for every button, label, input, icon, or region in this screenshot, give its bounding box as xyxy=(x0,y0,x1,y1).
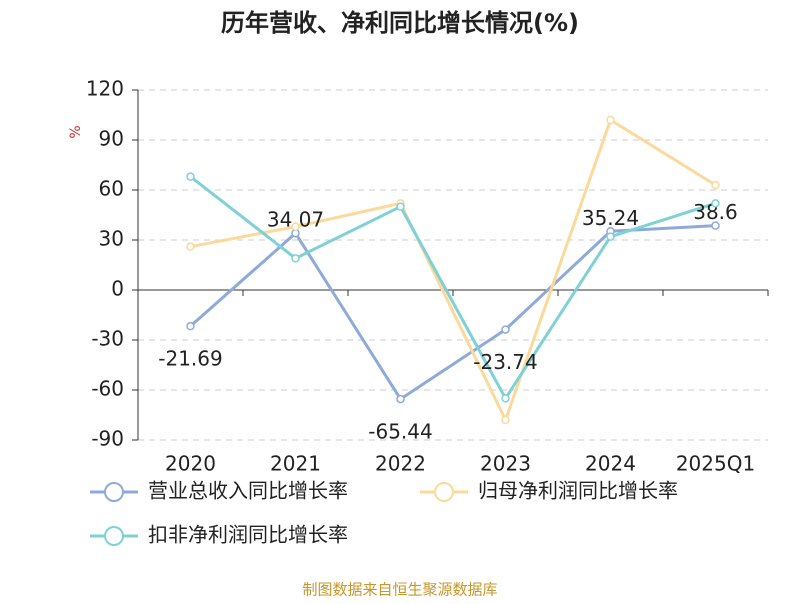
legend-marker xyxy=(104,482,124,502)
point xyxy=(396,202,405,211)
x-tick-label: 2022 xyxy=(375,452,426,476)
y-tick-label: -90 xyxy=(91,427,124,451)
y-axis-label: % xyxy=(68,125,84,138)
legend-label: 扣非净利润同比增长率 xyxy=(148,523,348,547)
legend-label: 归母净利润同比增长率 xyxy=(478,479,678,503)
y-tick-label: -60 xyxy=(91,377,124,401)
point xyxy=(501,325,510,334)
point xyxy=(186,172,195,181)
x-tick-label: 2020 xyxy=(165,452,216,476)
point xyxy=(606,115,615,125)
point xyxy=(291,222,300,231)
y-tick-label: -30 xyxy=(91,327,124,351)
point xyxy=(186,242,195,251)
x-tick-label: 2023 xyxy=(480,452,531,476)
point xyxy=(291,254,300,263)
y-tick-label: 30 xyxy=(99,227,124,251)
x-tick-label: 2024 xyxy=(585,452,636,476)
data-label: -23.74 xyxy=(473,350,537,374)
legend-label: 营业总收入同比增长率 xyxy=(148,479,348,503)
point xyxy=(501,415,510,425)
data-label: -21.69 xyxy=(158,347,222,371)
legend-marker xyxy=(434,482,454,502)
point xyxy=(186,321,195,331)
point xyxy=(396,394,405,404)
point xyxy=(501,394,510,403)
y-tick-label: 120 xyxy=(86,77,124,101)
x-tick-label: 2025Q1 xyxy=(676,452,755,476)
point xyxy=(711,199,720,208)
source-note: 制图数据来自恒生聚源数据库 xyxy=(302,581,497,599)
y-tick-label: 90 xyxy=(99,127,124,151)
point xyxy=(606,232,615,241)
y-tick-label: 0 xyxy=(111,277,124,301)
point xyxy=(711,221,720,230)
x-tick-label: 2021 xyxy=(270,452,321,476)
data-label: 35.24 xyxy=(582,206,639,230)
series-line xyxy=(190,117,717,424)
data-label: -65.44 xyxy=(368,420,432,444)
series-line xyxy=(189,175,716,402)
y-tick-label: 60 xyxy=(99,177,124,201)
chart-title: 历年营收、净利同比增长情况(%) xyxy=(221,9,579,37)
legend-marker xyxy=(104,526,124,546)
point xyxy=(711,180,720,190)
